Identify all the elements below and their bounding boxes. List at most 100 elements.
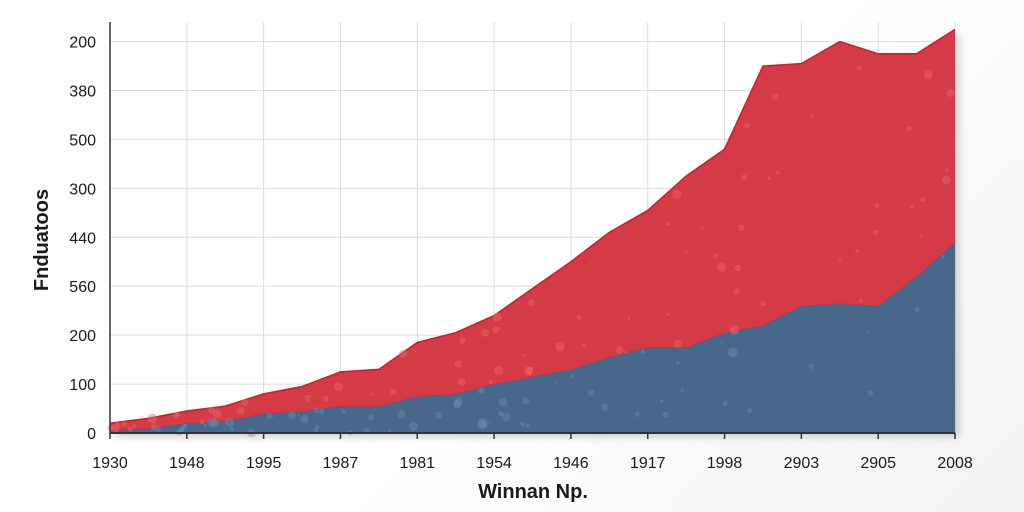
texture-speck [522,397,530,405]
texture-speck [224,417,235,428]
texture-speck [906,125,913,132]
texture-speck [210,418,219,428]
texture-speck [525,423,530,428]
texture-speck [313,427,319,433]
texture-speck [236,406,245,415]
texture-speck [810,368,813,371]
texture-speck [494,366,504,376]
texture-speck [308,394,312,398]
texture-speck [760,301,766,307]
texture-speck [680,388,684,393]
texture-speck [313,406,320,414]
texture-speck [945,168,949,173]
texture-speck [154,425,161,432]
texture-speck [288,411,296,420]
texture-speck [810,114,814,118]
texture-speck [175,412,180,417]
texture-speck [676,361,680,365]
x-tick-label: 2903 [784,455,820,472]
series-1-area [110,242,955,433]
series-2-area [110,29,955,431]
texture-speck [721,341,724,344]
texture-speck [522,353,526,357]
texture-speck [397,410,406,419]
tick-labels: 1930 1948 1995 1987 1981 1954 1946 1917 1998 2903… [69,35,973,472]
texture-speck [459,337,466,344]
texture-speck [673,339,682,348]
texture-speck [454,396,463,406]
texture-speck [199,418,205,425]
texture-speck [855,249,860,254]
axes [109,22,956,439]
x-tick-label: 1981 [399,455,435,472]
y-tick-label: 300 [69,181,96,198]
x-tick-label: 1930 [92,455,128,472]
texture-speck [640,349,645,354]
texture-speck [497,326,501,330]
x-tick-label: 1917 [630,455,666,472]
texture-speck [502,413,511,422]
texture-speck [390,388,397,396]
texture-speck [587,389,595,397]
x-tick-label: 1998 [707,455,743,472]
texture-speck [229,426,234,432]
area-layer [107,28,956,438]
texture-speck [858,298,863,303]
x-tick-label: 2008 [937,455,973,472]
texture-speck [600,403,609,411]
texture-speck [297,413,300,417]
texture-speck [489,421,492,424]
texture-speck [304,395,309,400]
texture-speck [744,122,750,129]
texture-speck [914,306,920,313]
texture-speck [409,421,419,431]
texture-speck [488,379,493,385]
texture-speck [477,419,487,430]
texture-speck [662,411,669,418]
texture-speck [203,423,207,427]
texture-speck [147,413,158,424]
texture-speck [184,423,187,427]
texture-speck [722,400,729,407]
texture-speck [498,410,504,417]
texture-speck [315,424,320,429]
series-2-outline [109,28,956,424]
texture-speck [590,260,593,264]
texture-speck [132,423,137,429]
texture-speck [492,326,499,334]
texture-speck [300,414,309,424]
x-tick-label: 1954 [476,455,512,472]
texture-speck [729,325,740,335]
texture-speck [627,317,631,320]
texture-speck [700,226,704,229]
texture-speck [526,366,534,374]
texture-speck [856,65,862,71]
texture-speck [554,381,557,384]
texture-speck [910,205,914,209]
texture-speck [478,387,485,394]
texture-speck [570,374,574,378]
y-tick-label: 380 [69,84,96,101]
texture-speck [874,202,880,209]
texture-speck [615,346,624,355]
y-tick-label: 0 [87,426,96,443]
x-tick-label: 1948 [169,455,205,472]
texture-speck [454,360,462,368]
texture-speck [713,253,718,258]
texture-speck [684,250,687,253]
x-tick-label: 2905 [860,455,896,472]
texture-speck [772,93,779,100]
texture-speck [520,421,526,427]
texture-speck [367,414,375,421]
texture-speck [716,262,727,273]
texture-speck [498,397,507,407]
texture-speck [318,408,325,415]
texture-speck [266,412,274,420]
texture-speck [457,378,466,386]
texture-speck [398,350,408,359]
texture-speck [738,224,745,231]
texture-speck [920,197,925,202]
texture-speck [809,363,814,369]
texture-speck [868,390,874,396]
texture-speck [334,382,343,392]
